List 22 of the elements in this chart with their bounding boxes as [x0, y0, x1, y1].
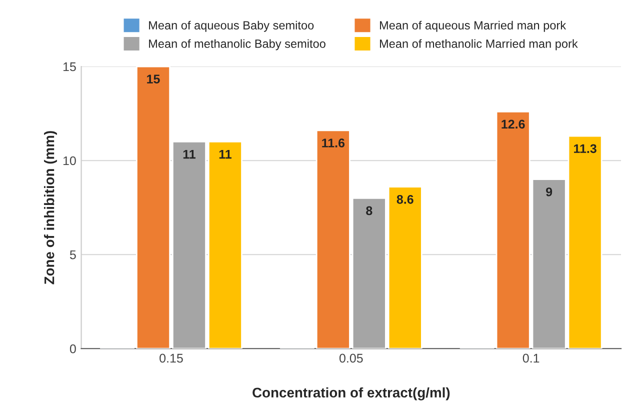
- data-label: 11.6: [322, 138, 345, 148]
- x-axis-title: Concentration of extract(g/ml): [252, 387, 450, 400]
- legend-label: Mean of aqueous Baby semitoo: [149, 20, 314, 32]
- y-tick-label: 5: [70, 250, 76, 260]
- data-label: 11: [219, 150, 232, 159]
- data-label: 12.6: [502, 120, 525, 129]
- legend-label: Mean of aqueous Married man pork: [380, 20, 566, 32]
- legend-label: Mean of methanolic Married man pork: [380, 39, 578, 50]
- y-tick-label: 10: [63, 156, 76, 166]
- data-label: 8.6: [396, 194, 414, 204]
- x-tick-label: 0.1: [522, 354, 540, 363]
- data-label: 9: [546, 187, 552, 196]
- y-tick-label: 15: [63, 62, 76, 72]
- data-label: 11.3: [574, 144, 596, 154]
- y-axis-title: Zone of inhibition (mm): [44, 131, 57, 284]
- x-tick-label: 0.05: [339, 354, 363, 363]
- legend-label: Mean of methanolic Baby semitoo: [149, 39, 326, 50]
- x-tick-label: 0.15: [160, 354, 183, 363]
- data-label: 11: [183, 150, 196, 159]
- y-tick-label: 0: [70, 344, 76, 354]
- data-label: 8: [366, 206, 372, 216]
- data-label: 15: [147, 74, 160, 84]
